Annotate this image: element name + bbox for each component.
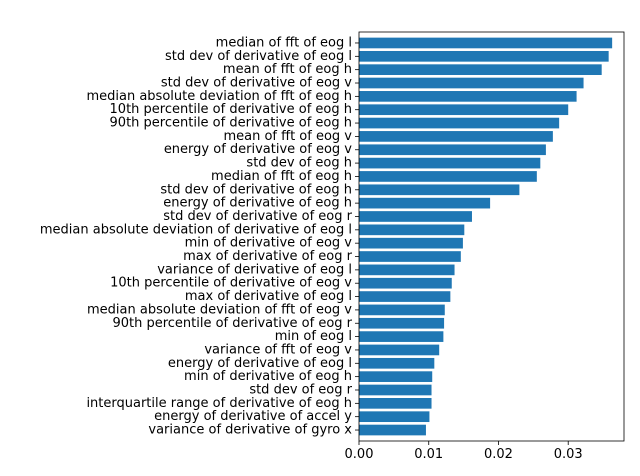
y-tick-label: 90th percentile of derivative of eog r xyxy=(112,316,352,331)
y-tick-label: energy of derivative of eog v xyxy=(164,142,352,157)
y-tick-label: std dev of derivative of eog h xyxy=(160,182,352,197)
bar xyxy=(359,171,537,182)
bar xyxy=(359,184,520,196)
y-tick-label: median absolute deviation of fft of eog … xyxy=(87,302,352,317)
y-tick-label: 10th percentile of derivative of eog v xyxy=(110,276,352,291)
bar xyxy=(359,37,613,49)
bar-group xyxy=(359,37,613,436)
y-tick-label: std dev of eog r xyxy=(249,382,352,397)
bar xyxy=(359,424,426,436)
x-tick-label: 0.00 xyxy=(345,447,374,462)
y-tick-label: min of derivative of eog h xyxy=(184,369,352,384)
y-tick-label: std dev of eog h xyxy=(246,156,352,171)
bar xyxy=(359,224,465,236)
x-tick-label: 0.01 xyxy=(414,447,443,462)
axes-frame xyxy=(358,31,625,442)
bar xyxy=(359,117,560,129)
y-tick-label: min of derivative of eog v xyxy=(185,236,353,251)
y-tick-label: min of eog l xyxy=(275,329,352,344)
bar xyxy=(359,291,451,302)
x-tick-label: 0.03 xyxy=(554,447,583,462)
y-tick-label: std dev of derivative of eog l xyxy=(165,49,352,64)
y-tick-label: median absolute deviation of derivative … xyxy=(40,222,352,237)
y-tick-label: median of fft of eog h xyxy=(211,169,352,184)
y-tick-label: mean of fft of eog v xyxy=(223,129,352,144)
bar xyxy=(359,50,609,62)
y-tick-label: std dev of derivative of eog v xyxy=(161,76,352,91)
bar xyxy=(359,237,463,249)
y-tick-label: max of derivative of eog l xyxy=(185,289,352,304)
y-tick-label: variance of derivative of eog l xyxy=(157,262,352,277)
bar xyxy=(359,144,546,156)
bar xyxy=(359,131,553,142)
bar xyxy=(359,197,491,209)
x-ticks: 0.00 0.01 0.02 0.03 xyxy=(345,441,583,462)
bar xyxy=(359,304,445,316)
y-tick-label: interquartile range of derivative of eog… xyxy=(86,396,352,411)
y-tick-label: median absolute deviation of fft of eog … xyxy=(86,89,352,104)
y-tick-label: std dev of derivative of eog r xyxy=(163,209,352,224)
bar xyxy=(359,317,445,329)
bar xyxy=(359,91,577,102)
bar xyxy=(359,264,455,276)
bar xyxy=(359,411,430,423)
bar xyxy=(359,157,541,169)
y-tick-label: median of fft of eog l xyxy=(216,35,352,50)
y-tick-label: variance of derivative of gyro x xyxy=(148,423,352,438)
bar xyxy=(359,64,602,76)
x-tick-label: 0.02 xyxy=(484,447,513,462)
bar xyxy=(359,384,432,396)
bar xyxy=(359,211,472,222)
y-tick-label: energy of derivative of accel y xyxy=(154,409,352,424)
bar xyxy=(359,104,569,116)
y-tick-marks xyxy=(355,42,359,431)
bar xyxy=(359,277,452,289)
bar xyxy=(359,397,432,409)
plot-frame xyxy=(358,31,625,442)
y-tick-label: variance of fft of eog v xyxy=(204,342,352,357)
y-tick-label: 90th percentile of derivative of eog h xyxy=(110,116,352,131)
y-tick-label: max of derivative of eog r xyxy=(183,249,353,264)
bar xyxy=(359,251,461,262)
bar xyxy=(359,371,433,382)
bar xyxy=(359,344,440,356)
y-tick-label: mean of fft of eog h xyxy=(223,62,352,77)
bar xyxy=(359,357,435,369)
bar xyxy=(359,331,444,342)
y-tick-label: energy of derivative of eog l xyxy=(168,356,352,371)
bar xyxy=(359,77,584,89)
y-tick-label: 10th percentile of derivative of eog h xyxy=(110,102,352,117)
y-tick-label: energy of derivative of eog h xyxy=(163,196,352,211)
